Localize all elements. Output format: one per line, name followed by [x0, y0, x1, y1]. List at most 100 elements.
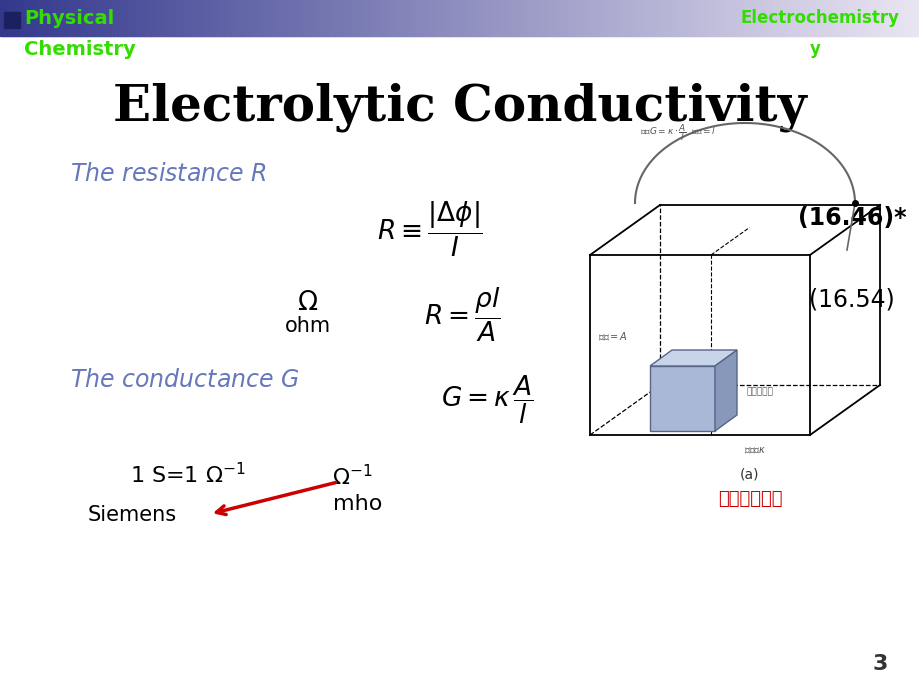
Bar: [236, 0, 240, 36]
Bar: [267, 0, 270, 36]
Bar: [414, 0, 417, 36]
Bar: [530, 0, 534, 36]
Bar: [864, 0, 868, 36]
Bar: [845, 0, 849, 36]
Bar: [677, 0, 681, 36]
Bar: [423, 0, 426, 36]
Bar: [85, 0, 90, 36]
Bar: [561, 0, 564, 36]
Bar: [916, 0, 919, 36]
Bar: [766, 0, 770, 36]
Bar: [416, 0, 421, 36]
Bar: [597, 0, 601, 36]
Bar: [138, 0, 142, 36]
Bar: [273, 0, 277, 36]
Bar: [508, 0, 513, 36]
Bar: [3, 0, 7, 36]
Bar: [873, 0, 877, 36]
Bar: [227, 0, 231, 36]
Bar: [358, 0, 362, 36]
Bar: [285, 0, 289, 36]
Bar: [683, 0, 687, 36]
Bar: [478, 0, 482, 36]
Text: $\Omega$: $\Omega$: [297, 290, 318, 316]
Bar: [790, 0, 794, 36]
Bar: [126, 0, 130, 36]
Bar: [349, 0, 353, 36]
Bar: [156, 0, 160, 36]
Bar: [16, 0, 19, 36]
Bar: [723, 0, 727, 36]
Bar: [288, 0, 292, 36]
Bar: [98, 0, 102, 36]
Bar: [600, 0, 605, 36]
Bar: [830, 0, 834, 36]
Bar: [334, 0, 338, 36]
Bar: [291, 0, 295, 36]
Bar: [438, 0, 442, 36]
Bar: [260, 0, 265, 36]
Bar: [843, 0, 846, 36]
Bar: [738, 0, 743, 36]
Bar: [609, 0, 614, 36]
Bar: [34, 0, 38, 36]
Bar: [503, 0, 506, 36]
Bar: [882, 0, 886, 36]
Bar: [55, 0, 59, 36]
Bar: [898, 0, 902, 36]
Bar: [689, 0, 693, 36]
Polygon shape: [650, 366, 714, 431]
Bar: [867, 0, 871, 36]
Bar: [322, 0, 325, 36]
Bar: [294, 0, 298, 36]
Text: 1 S=1 $\Omega^{-1}$: 1 S=1 $\Omega^{-1}$: [130, 462, 245, 487]
Bar: [6, 0, 10, 36]
Bar: [499, 0, 504, 36]
Bar: [92, 0, 96, 36]
Bar: [214, 0, 219, 36]
Bar: [119, 0, 123, 36]
Bar: [652, 0, 656, 36]
Bar: [453, 0, 458, 36]
Bar: [312, 0, 316, 36]
Bar: [643, 0, 647, 36]
Text: $R = \dfrac{\rho l}{A}$: $R = \dfrac{\rho l}{A}$: [423, 286, 500, 344]
Bar: [490, 0, 494, 36]
Bar: [153, 0, 157, 36]
Bar: [625, 0, 629, 36]
Bar: [800, 0, 803, 36]
Bar: [834, 0, 837, 36]
Bar: [680, 0, 684, 36]
Bar: [193, 0, 197, 36]
Bar: [907, 0, 911, 36]
Bar: [184, 0, 187, 36]
Bar: [269, 0, 274, 36]
Bar: [76, 0, 81, 36]
Bar: [487, 0, 491, 36]
Bar: [811, 0, 816, 36]
Bar: [435, 0, 439, 36]
Bar: [889, 0, 892, 36]
Bar: [343, 0, 347, 36]
Polygon shape: [650, 350, 736, 366]
Bar: [196, 0, 200, 36]
Bar: [876, 0, 880, 36]
Bar: [579, 0, 583, 36]
Text: Physical: Physical: [24, 8, 114, 28]
Bar: [131, 0, 136, 36]
Bar: [163, 0, 166, 36]
Bar: [515, 0, 518, 36]
Bar: [361, 0, 366, 36]
Bar: [720, 0, 724, 36]
Bar: [141, 0, 145, 36]
Bar: [756, 0, 761, 36]
Bar: [4, 12, 20, 28]
Bar: [517, 0, 522, 36]
Bar: [392, 0, 396, 36]
Bar: [701, 0, 706, 36]
Bar: [278, 0, 283, 36]
Bar: [282, 0, 286, 36]
Bar: [404, 0, 408, 36]
Bar: [429, 0, 433, 36]
Bar: [901, 0, 904, 36]
